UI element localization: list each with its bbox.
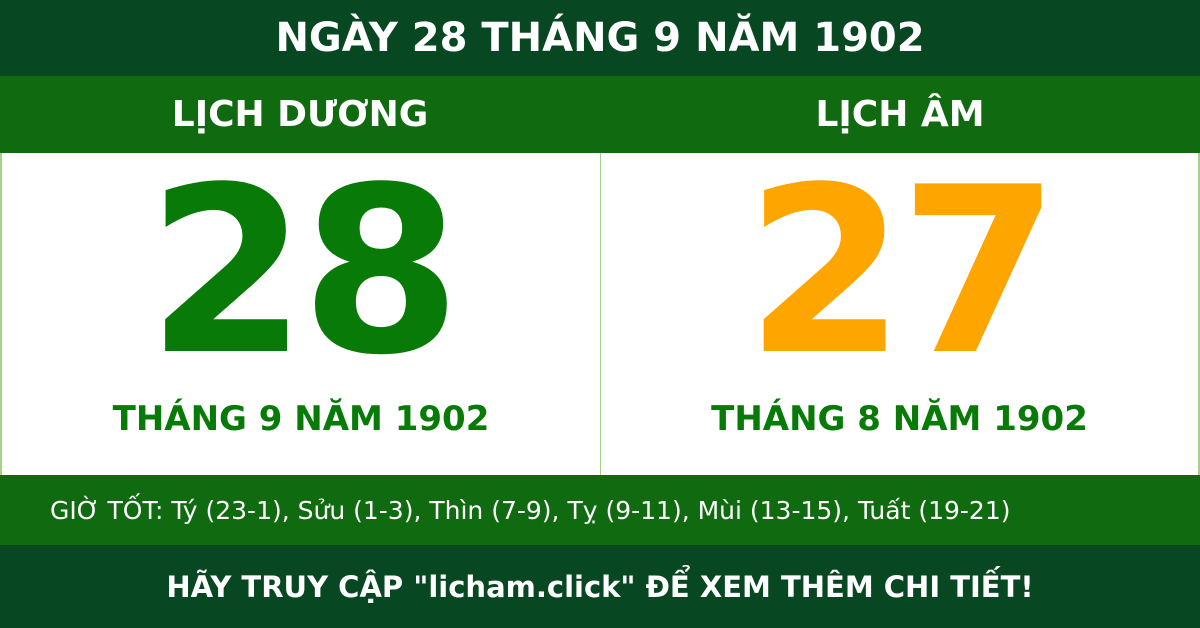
solar-day: 28 <box>146 139 461 406</box>
solar-month-year: THÁNG 9 NĂM 1902 <box>112 399 490 439</box>
lunar-label: LỊCH ÂM <box>815 94 985 135</box>
calendar-body: 28 THÁNG 9 NĂM 1902 27 THÁNG 8 NĂM 1902 <box>0 153 1200 475</box>
page-title: NGÀY 28 THÁNG 9 NĂM 1902 <box>0 0 1200 76</box>
title-text: NGÀY 28 THÁNG 9 NĂM 1902 <box>275 15 925 61</box>
calendar-headers: LỊCH DƯƠNG LỊCH ÂM <box>0 76 1200 153</box>
good-hours-text: GIỜ TỐT: Tý (23-1), Sửu (1-3), Thìn (7-9… <box>50 495 1011 525</box>
lunar-month-year: THÁNG 8 NĂM 1902 <box>711 399 1088 439</box>
footer: HÃY TRUY CẬP "licham.click" ĐỂ XEM THÊM … <box>0 545 1200 628</box>
lunar-column: 27 THÁNG 8 NĂM 1902 <box>600 153 1198 475</box>
footer-text: HÃY TRUY CẬP "licham.click" ĐỂ XEM THÊM … <box>166 569 1034 604</box>
good-hours: GIỜ TỐT: Tý (23-1), Sửu (1-3), Thìn (7-9… <box>0 475 1200 545</box>
solar-label: LỊCH DƯƠNG <box>171 94 429 135</box>
solar-column: 28 THÁNG 9 NĂM 1902 <box>2 153 600 475</box>
lunar-day: 27 <box>745 139 1059 406</box>
